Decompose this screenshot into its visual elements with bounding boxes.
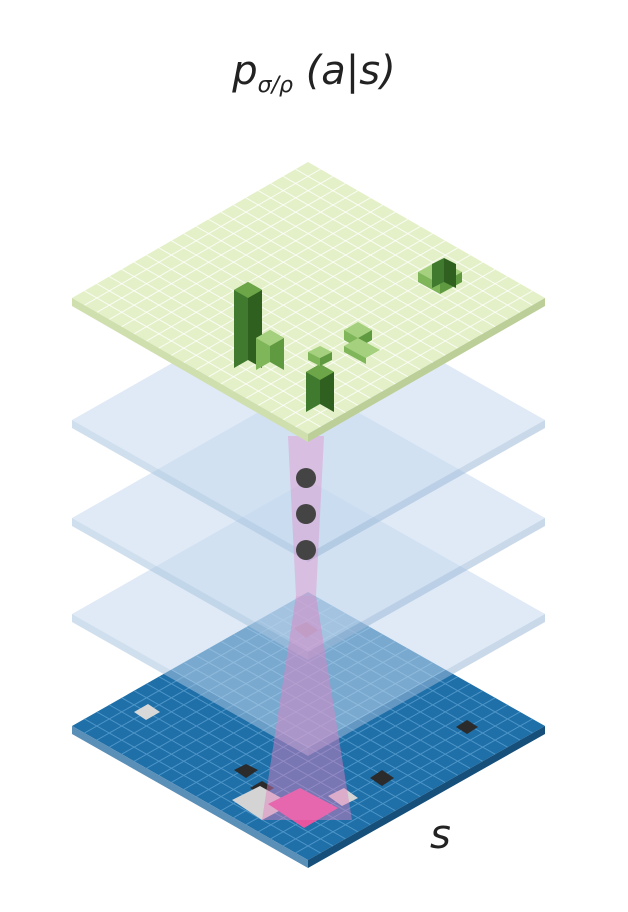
- bar-mid: [256, 330, 284, 370]
- grid-line: [158, 676, 396, 812]
- grid-line: [158, 211, 396, 349]
- black-stone: [456, 720, 478, 734]
- grid-line: [146, 254, 384, 392]
- white-stone: [134, 704, 160, 720]
- grid-line: [208, 218, 446, 356]
- dot: [296, 540, 316, 560]
- grid-line: [295, 718, 533, 854]
- grid-line: [258, 190, 496, 328]
- receptive-field-highlight: [268, 788, 338, 828]
- grid-line: [282, 711, 521, 847]
- grid-line: [133, 690, 371, 826]
- grid-line: [84, 718, 321, 854]
- layer-ellipsis: [296, 468, 316, 560]
- grid-line: [109, 183, 346, 320]
- title-subscript: σ/ρ: [257, 73, 293, 98]
- grid-line: [183, 233, 421, 371]
- grid-line: [96, 283, 334, 421]
- grid-line: [171, 218, 409, 356]
- dot: [296, 468, 316, 488]
- white-stone-group: [232, 786, 292, 820]
- bar-center: [306, 364, 334, 412]
- probability-bars: [234, 258, 462, 412]
- grid-line: [220, 211, 458, 349]
- diagram-title: pσ/ρ (a|s): [0, 48, 628, 98]
- grid-line: [133, 197, 371, 335]
- grid-line: [258, 268, 496, 406]
- grid-line: [245, 197, 483, 335]
- black-stone: [234, 764, 258, 778]
- grid-line: [146, 204, 384, 342]
- input-label: s: [430, 812, 451, 858]
- title-argument: (a|s): [305, 48, 396, 94]
- grid-line: [158, 247, 396, 385]
- grid-line: [270, 183, 508, 320]
- grid-line: [84, 290, 321, 428]
- output-plane: [72, 162, 545, 442]
- grid-line: [295, 168, 533, 306]
- bar-right: [418, 258, 462, 294]
- title-p: p: [232, 48, 258, 94]
- grid-line: [295, 290, 533, 428]
- white-stone: [328, 788, 358, 806]
- grid-line: [96, 175, 334, 313]
- grid-line: [282, 175, 521, 313]
- input-stones: [134, 622, 478, 828]
- grid-line: [195, 225, 433, 363]
- bar-cluster: [344, 322, 380, 364]
- grid-line: [183, 225, 421, 363]
- grid-line: [96, 711, 334, 847]
- grid-line: [84, 168, 321, 306]
- black-stone: [370, 770, 394, 786]
- grid-line: [233, 204, 471, 342]
- dot: [296, 504, 316, 524]
- grid-line: [121, 190, 359, 328]
- bar-small-center: [308, 346, 332, 366]
